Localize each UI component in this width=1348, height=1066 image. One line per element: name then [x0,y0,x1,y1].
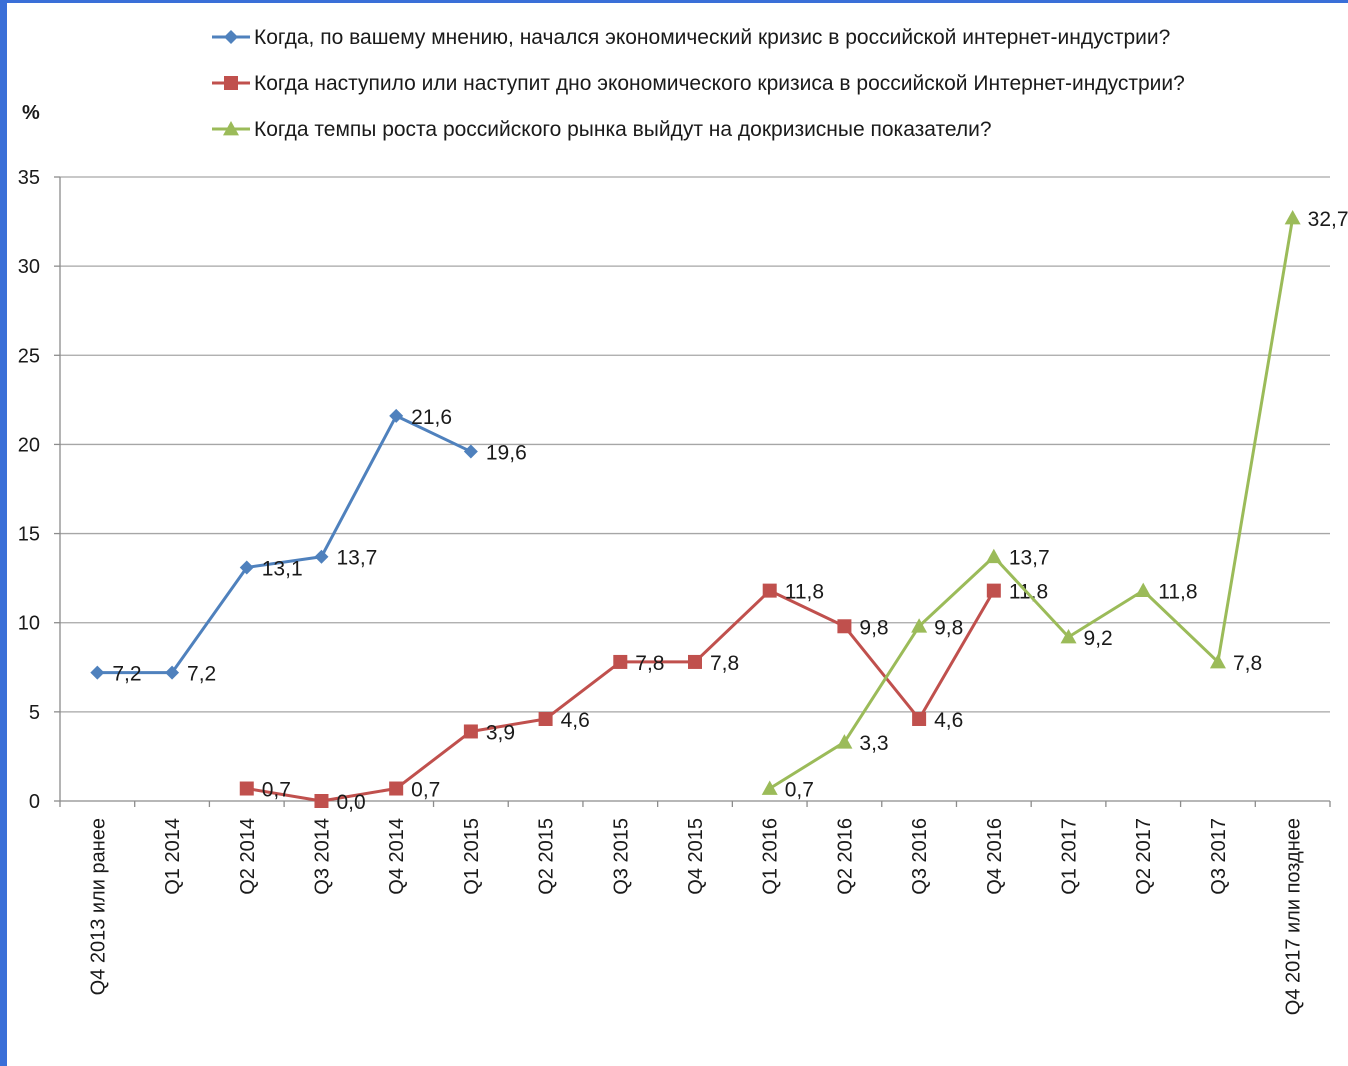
data-label: 19,6 [486,442,527,465]
data-label: 4,6 [934,709,963,732]
legend-diamond-marker [224,30,238,44]
square-marker [463,724,478,739]
square-marker [837,619,852,634]
data-label: 9,8 [934,616,963,639]
data-label: 13,7 [1009,547,1050,570]
data-label: 13,1 [262,557,303,580]
data-label: 0,0 [336,791,365,814]
x-tick-label: Q1 2017 [1059,818,1081,895]
top-frame-bar [0,0,1348,3]
data-label: 4,6 [561,709,590,732]
data-label: 7,2 [187,663,216,686]
triangle-marker [761,780,778,795]
data-label: 13,7 [336,547,377,570]
series-line [768,217,1295,790]
x-tick-label: Q4 2015 [685,818,707,895]
square-marker [912,711,927,726]
series-3 [768,217,1295,790]
square-marker [314,794,329,808]
data-label: 3,9 [486,721,515,744]
diamond-marker [463,444,478,459]
y-tick-label: 25 [18,345,40,367]
x-tick-label: Q4 2016 [984,818,1006,895]
data-label: 7,8 [1233,652,1262,675]
data-label: 0,7 [262,779,291,802]
x-tick-label: Q2 2017 [1133,818,1155,895]
legend-square-marker [224,76,238,90]
triangle-marker [1284,210,1301,225]
data-label: 21,6 [411,406,452,429]
legend-label: Когда, по вашему мнению, начался экономи… [254,26,1170,49]
triangle-marker [1060,628,1077,644]
legend-label: Когда темпы роста российского рынка выйд… [254,118,992,141]
x-tick-label: Q3 2015 [610,818,632,895]
x-tick-label: Q3 2017 [1208,818,1230,895]
x-tick-label: Q1 2014 [162,818,184,895]
square-marker [239,781,254,796]
diamond-marker [314,549,329,564]
y-tick-label: 30 [18,256,40,278]
left-frame-bar [0,0,7,1066]
data-label: 9,8 [859,616,888,639]
data-label: 0,7 [785,779,814,802]
diamond-marker [165,665,180,680]
series-line [97,414,472,675]
data-label: 7,8 [635,652,664,675]
data-label: 3,3 [859,732,888,755]
x-tick-label: Q1 2016 [760,818,782,895]
series-1 [97,414,472,675]
data-label: 7,2 [112,663,141,686]
diamond-marker [239,560,254,575]
y-tick-label: 20 [18,434,40,456]
y-tick-label: 0 [29,791,40,813]
x-tick-label: Q2 2014 [237,818,259,895]
x-tick-label: Q4 2013 или ранее [87,818,109,995]
x-tick-label: Q4 2017 или позднее [1283,818,1305,1015]
diamond-marker [389,408,404,423]
square-marker [389,781,404,796]
x-tick-label: Q1 2015 [461,818,483,895]
square-marker [538,711,553,726]
square-marker [986,583,1001,598]
triangle-marker [1209,653,1226,669]
data-label: 0,7 [411,779,440,802]
square-marker [762,583,777,598]
data-label: 11,8 [785,581,824,604]
y-tick-label: 15 [18,524,40,546]
legend-label: Когда наступило или наступит дно экономи… [254,72,1185,95]
legend-triangle-marker [223,121,239,136]
y-axis-unit-label: % [22,102,40,124]
x-tick-label: Q4 2014 [386,818,408,895]
data-label: 9,2 [1084,627,1113,650]
triangle-marker [836,734,853,749]
x-tick-label: Q2 2016 [834,818,856,895]
triangle-marker [911,618,928,633]
triangle-marker [985,548,1002,564]
y-tick-label: 5 [29,702,40,724]
x-tick-label: Q3 2016 [909,818,931,895]
square-marker [688,654,702,669]
data-label: 11,8 [1158,581,1197,604]
diamond-marker [90,665,105,680]
data-label: 32,7 [1308,208,1348,231]
data-label: 7,8 [710,652,739,675]
x-tick-label: Q3 2014 [311,818,333,895]
y-tick-label: 35 [18,167,40,189]
y-tick-label: 10 [18,613,40,635]
x-tick-label: Q2 2015 [536,818,558,895]
triangle-marker [1135,582,1152,598]
square-marker [613,654,628,669]
